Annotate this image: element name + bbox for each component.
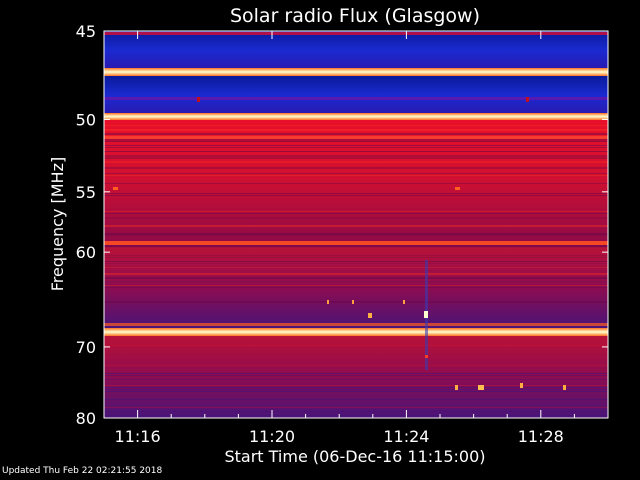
burst-spot xyxy=(352,300,354,304)
spectral-stripe xyxy=(104,183,608,184)
y-axis: 45 50 55 60 70 80 xyxy=(76,22,608,428)
spectral-stripe xyxy=(104,245,608,247)
burst-spot xyxy=(368,313,372,318)
updated-timestamp: Updated Thu Feb 22 02:21:55 2018 xyxy=(2,466,163,476)
x-axis: 11:16 11:20 11:24 11:28 xyxy=(115,31,575,446)
burst-spots xyxy=(113,97,566,390)
spectral-stripe xyxy=(104,157,608,159)
spectral-stripe xyxy=(104,375,608,376)
burst-spot xyxy=(563,385,566,390)
spectral-stripe xyxy=(104,257,608,258)
spectral-stripe xyxy=(104,263,608,264)
band-red-bottom xyxy=(104,336,608,418)
spectral-stripe xyxy=(104,145,608,146)
spectral-stripe xyxy=(104,213,608,214)
band-top-blue xyxy=(104,31,608,69)
spectral-stripe xyxy=(104,155,608,157)
x-tick-label: 11:20 xyxy=(249,427,295,446)
spectral-stripe xyxy=(104,193,608,194)
burst-spot xyxy=(113,187,118,190)
spectral-stripe xyxy=(104,217,608,219)
spectral-stripe xyxy=(104,411,608,412)
burst-spot xyxy=(403,300,405,304)
spectral-stripe xyxy=(104,151,608,152)
burst-spot xyxy=(455,187,460,190)
spectral-stripe xyxy=(104,167,608,169)
spectral-stripe xyxy=(104,255,608,256)
spectral-stripe xyxy=(104,387,608,388)
spectral-stripe xyxy=(104,225,608,227)
spectral-stripe xyxy=(104,173,608,174)
spectral-stripe xyxy=(104,241,608,245)
spectral-stripe xyxy=(104,32,608,35)
spectral-stripe xyxy=(104,379,608,380)
band-hot-49mhz xyxy=(104,68,608,76)
spectral-stripe xyxy=(104,391,608,392)
burst-spot xyxy=(478,385,484,390)
band-hot-72mhz xyxy=(104,328,608,336)
chart-title: Solar radio Flux (Glasgow) xyxy=(230,5,480,27)
spectral-stripe xyxy=(104,195,608,196)
spectral-stripe xyxy=(104,211,608,212)
spectral-stripe xyxy=(104,385,608,386)
spectral-stripe xyxy=(104,233,608,235)
spectral-stripe xyxy=(104,139,608,141)
plot-area xyxy=(104,31,608,418)
burst-spot xyxy=(327,300,329,304)
burst-spot xyxy=(425,355,428,358)
spectral-stripe xyxy=(104,301,608,303)
spectral-stripe xyxy=(104,161,608,163)
spectral-stripe xyxy=(104,365,608,366)
spectral-stripe xyxy=(104,97,608,100)
spectral-stripe xyxy=(104,407,608,408)
spectral-stripe xyxy=(104,133,608,135)
y-tick-label: 55 xyxy=(76,183,96,202)
y-tick-label: 45 xyxy=(76,22,96,41)
spectral-stripe xyxy=(104,287,608,288)
spectral-stripe xyxy=(104,323,608,326)
spectral-stripe xyxy=(104,389,608,390)
spectral-stripe xyxy=(104,175,608,176)
x-tick-label: 11:28 xyxy=(518,427,564,446)
spectral-stripe xyxy=(104,125,608,126)
spectral-stripe xyxy=(104,281,608,282)
band-hot-53mhz xyxy=(104,113,608,120)
spectral-stripe xyxy=(104,147,608,148)
x-tick-label: 11:16 xyxy=(115,427,161,446)
y-tick-label: 70 xyxy=(76,338,96,357)
spectral-stripe xyxy=(104,285,608,286)
spectral-stripe xyxy=(104,135,608,136)
spectral-stripe xyxy=(104,415,608,416)
spectral-stripe xyxy=(104,261,608,262)
y-tick-label: 60 xyxy=(76,243,96,262)
y-tick-label: 50 xyxy=(76,110,96,129)
y-axis-label: Frequency [MHz] xyxy=(48,157,67,291)
burst-spot xyxy=(455,385,458,390)
x-axis-label: Start Time (06-Dec-16 11:15:00) xyxy=(224,447,485,466)
x-tick-label: 11:24 xyxy=(383,427,429,446)
spectral-stripe xyxy=(104,399,608,400)
spectral-stripe xyxy=(104,129,608,131)
y-tick-label: 80 xyxy=(76,409,96,428)
plot-frame xyxy=(103,30,609,419)
burst-spot xyxy=(424,311,428,318)
spectral-stripe xyxy=(104,277,608,279)
spectral-stripe xyxy=(104,136,608,139)
spectral-stripe xyxy=(104,267,608,268)
spectral-stripe xyxy=(104,247,608,248)
spectral-stripe xyxy=(104,345,608,346)
spectral-stripe xyxy=(104,273,608,275)
burst-spot xyxy=(520,383,523,388)
burst-spot xyxy=(526,97,529,102)
spectral-stripe xyxy=(104,141,608,142)
spectral-stripe xyxy=(104,235,608,236)
spectral-stripe xyxy=(104,373,608,374)
band-blue-2 xyxy=(104,76,608,114)
burst-spot xyxy=(197,97,200,102)
